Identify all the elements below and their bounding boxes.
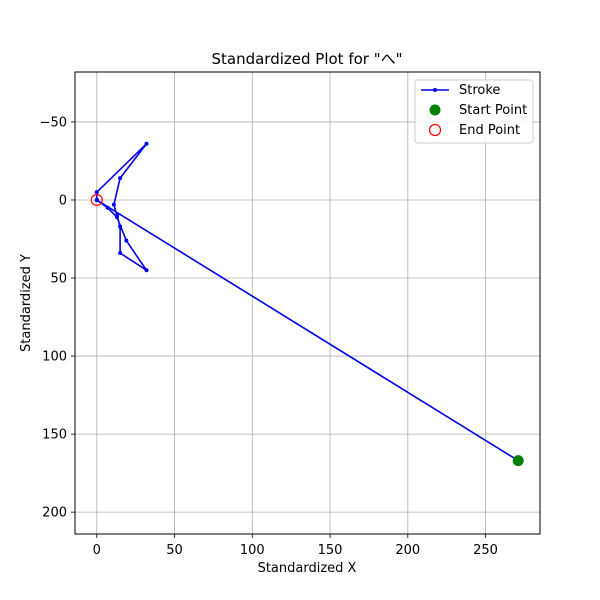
stroke-point (94, 197, 99, 202)
x-axis-ticks: 0 50 100 150 200 250 (93, 534, 498, 558)
stroke-point (144, 268, 149, 273)
legend-stroke-marker (433, 88, 437, 92)
x-tick-label: 100 (240, 543, 265, 558)
legend-end-marker (428, 123, 442, 137)
legend: Stroke Start Point End Point (414, 79, 534, 144)
y-tick-label: 50 (50, 272, 67, 287)
stroke-point (105, 205, 110, 210)
stroke-point (124, 238, 129, 243)
stroke-point (118, 176, 123, 181)
stroke-point (144, 141, 149, 146)
legend-label-start: Start Point (459, 103, 527, 118)
legend-start-marker (429, 104, 441, 116)
y-axis-ticks: −50 0 50 100 150 200 (40, 115, 75, 521)
legend-box (414, 79, 534, 144)
grid-lines (75, 72, 540, 534)
x-tick-label: 250 (473, 543, 498, 558)
x-tick-label: 50 (166, 543, 183, 558)
series-layer (90, 141, 524, 467)
legend-label-stroke: Stroke (459, 83, 500, 98)
x-tick-label: 150 (318, 543, 343, 558)
stroke-point (111, 202, 116, 207)
legend-label-end: End Point (459, 123, 520, 138)
start-point-marker (512, 455, 524, 467)
stroke-point (114, 213, 119, 218)
plot-frame (74, 71, 541, 535)
stroke-point (94, 190, 99, 195)
x-tick-label: 0 (93, 543, 101, 558)
y-tick-label: 150 (42, 428, 67, 443)
y-tick-label: 100 (42, 350, 67, 365)
y-tick-label: −50 (40, 115, 67, 130)
end-point-marker (90, 193, 103, 207)
y-axis-label: Standardized Y (19, 254, 34, 352)
stroke-series-line (96, 143, 519, 462)
y-tick-label: 200 (42, 506, 67, 521)
x-tick-label: 200 (395, 543, 420, 558)
stroke-point (118, 224, 123, 229)
stroke-point (118, 251, 123, 256)
x-axis-label: Standardized X (258, 561, 357, 576)
y-tick-label: 0 (59, 193, 67, 208)
chart-title: Standardized Plot for "へ" (211, 50, 402, 68)
